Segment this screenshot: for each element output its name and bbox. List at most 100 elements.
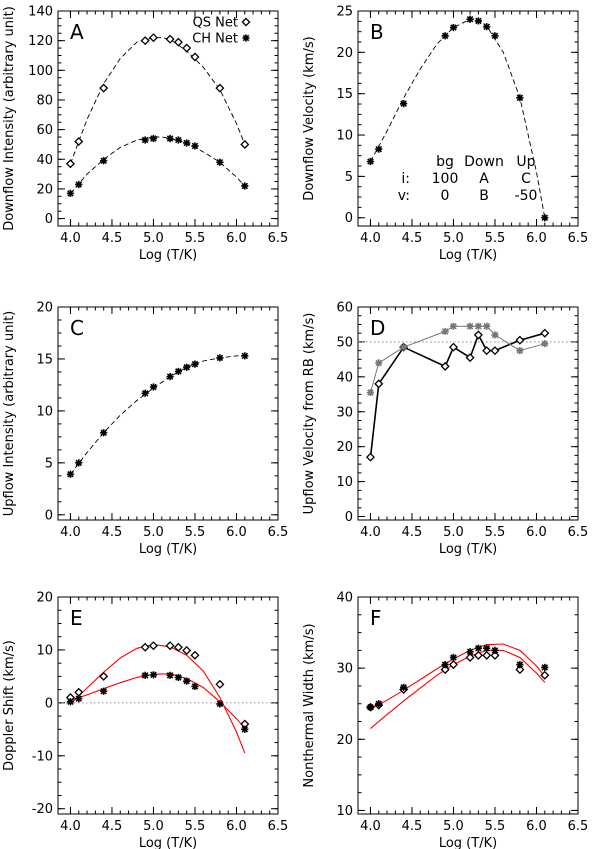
- diamond-point: [182, 645, 192, 655]
- star-point: [400, 343, 408, 351]
- diamond-point: [515, 335, 525, 345]
- panel-label: C: [70, 316, 84, 340]
- star-point: [449, 653, 458, 662]
- table-cell: -50: [515, 188, 538, 204]
- diamond-point: [465, 652, 475, 662]
- star-point: [216, 354, 224, 362]
- y-tick-label: 140: [28, 5, 53, 20]
- y-tick-label: 40: [36, 153, 53, 168]
- diamond-point: [190, 650, 200, 660]
- star-point: [66, 698, 75, 706]
- star-point: [141, 136, 149, 144]
- star-point: [541, 663, 549, 672]
- star-point: [491, 646, 499, 654]
- legend-label: QS Net: [193, 16, 238, 31]
- diamond-point: [148, 33, 158, 43]
- x-tick-label: 4.5: [102, 525, 123, 540]
- star-point: [466, 322, 474, 330]
- y-axis-label: Downflow Velocity (km/s): [302, 36, 317, 200]
- plot-frame: [357, 596, 579, 815]
- y-tick-label: 30: [336, 405, 353, 420]
- star-point: [166, 373, 174, 381]
- star-point: [100, 157, 108, 165]
- table-cell: B: [479, 188, 489, 204]
- x-tick-label: 6.0: [526, 819, 547, 834]
- y-axis-label: Nonthermal Width (km/s): [302, 623, 317, 787]
- diamond-point: [482, 650, 492, 660]
- diamond-point: [65, 159, 75, 169]
- star-point: [241, 725, 249, 733]
- panel-e: 4.0 4.5 5.0 5.5 6.0 6.5 -20 -10 0 10 20 Log (T/K) Do…: [2, 591, 288, 849]
- x-tick-label: 5.5: [185, 231, 206, 246]
- star-point: [66, 189, 75, 197]
- y-tick-label: 20: [336, 46, 353, 61]
- star-point: [191, 142, 199, 150]
- x-tick-label: 5.5: [485, 231, 506, 246]
- star-point: [149, 383, 158, 391]
- panel-a: 4.0 4.5 5.0 5.5 6.0 6.5 0 20 40 60 80 100 120 140 Log …: [2, 5, 288, 264]
- star-point: [516, 660, 524, 669]
- diamond-point: [215, 679, 225, 689]
- star-point: [241, 182, 249, 190]
- y-tick-label: 50: [336, 335, 353, 350]
- diamond-point: [99, 671, 109, 681]
- star-point: [366, 157, 375, 166]
- y-tick-label: 10: [36, 404, 53, 419]
- fit-curve: [70, 355, 245, 475]
- star-point: [149, 134, 158, 143]
- model-curve: [370, 643, 546, 710]
- panel-label: A: [70, 20, 84, 44]
- x-tick-label: 6.0: [226, 525, 247, 540]
- x-tick-label: 4.5: [402, 819, 423, 834]
- star-point: [375, 145, 383, 153]
- table-cell: bg: [436, 154, 454, 170]
- diamond-point: [165, 34, 175, 44]
- y-tick-label: 0: [45, 696, 53, 711]
- table-cell: 100: [432, 171, 459, 187]
- x-tick-label: 5.0: [143, 525, 164, 540]
- star-point: [191, 360, 199, 368]
- star-point: [400, 683, 408, 691]
- y-tick-label: 100: [28, 64, 53, 79]
- star-point: [75, 459, 83, 467]
- star-point: [75, 180, 83, 189]
- panel-label: F: [370, 606, 382, 630]
- y-tick-label: -10: [32, 749, 53, 764]
- y-tick-label: 5: [345, 170, 353, 185]
- x-tick-label: 6.0: [226, 819, 247, 834]
- diamond-point: [140, 36, 150, 46]
- star-point: [241, 352, 249, 360]
- x-tick-label: 5.5: [185, 525, 206, 540]
- x-tick-label: 5.0: [443, 231, 464, 246]
- x-axis-label: Log (T/K): [439, 248, 497, 263]
- star-point: [375, 359, 383, 367]
- diamond-point: [365, 452, 375, 462]
- star-point: [100, 429, 108, 437]
- y-tick-label: 20: [336, 440, 353, 455]
- x-axis-label: Log (T/K): [139, 542, 197, 557]
- star-point: [541, 340, 549, 348]
- x-tick-label: 4.0: [60, 231, 81, 246]
- legend-marker: [242, 34, 250, 42]
- plot-frame: [57, 596, 279, 815]
- x-tick-label: 5.0: [443, 819, 464, 834]
- star-point: [466, 648, 474, 656]
- diamond-point: [473, 650, 483, 660]
- x-tick-label: 6.0: [526, 231, 547, 246]
- plot-frame: [57, 306, 279, 521]
- diamond-point: [74, 136, 84, 147]
- star-point: [400, 100, 408, 108]
- star-point: [441, 32, 449, 40]
- x-tick-label: 6.5: [268, 819, 289, 834]
- x-tick-label: 4.0: [360, 819, 381, 834]
- legend-marker: [241, 17, 251, 27]
- y-tick-label: 40: [336, 591, 353, 606]
- star-point: [449, 23, 458, 32]
- model-curve: [370, 649, 546, 730]
- x-tick-label: 4.5: [402, 231, 423, 246]
- table-cell: 0: [441, 188, 450, 204]
- diamond-point: [99, 83, 109, 93]
- fit-curve: [70, 37, 246, 164]
- star-point: [483, 322, 491, 330]
